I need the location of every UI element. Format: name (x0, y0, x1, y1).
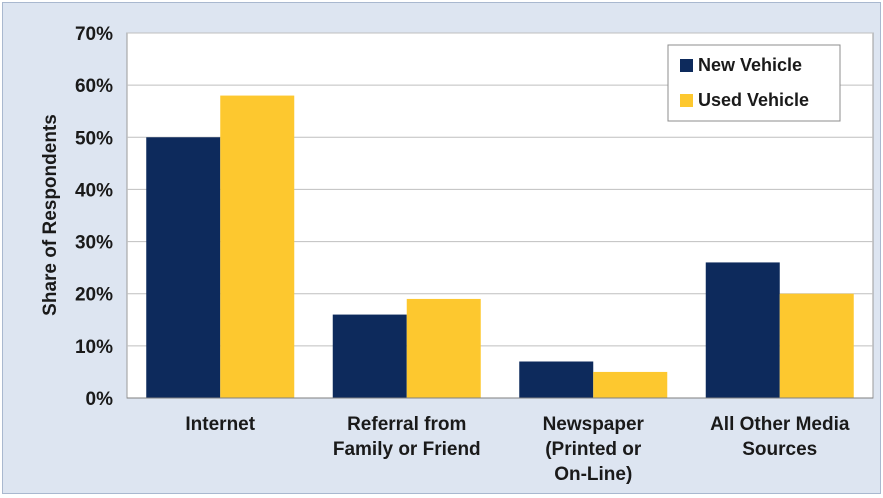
y-tick-label: 60% (75, 76, 113, 97)
y-tick-label: 10% (75, 337, 113, 358)
legend-box (667, 44, 841, 122)
x-tick-label: Referral from Family or Friend (333, 414, 481, 460)
x-tick-label: Newspaper (Printed or On-Line) (543, 414, 645, 485)
y-tick-label: 70% (75, 24, 113, 45)
legend-swatch-used-vehicle (680, 94, 693, 107)
bar-used-vehicle (406, 298, 481, 398)
y-tick-label: 30% (75, 233, 113, 254)
bar-new-vehicle (146, 137, 221, 399)
x-tick-labels: Internet Referral from Family or Friend New… (185, 414, 849, 485)
y-tick-labels: 0% 10% 20% 30% 40% 50% 60% 70% (75, 24, 113, 410)
bar-new-vehicle (332, 314, 407, 398)
bars (146, 95, 854, 399)
x-tick-label: All Other Media Sources (710, 414, 850, 460)
legend-label-used-vehicle: Used Vehicle (698, 90, 809, 110)
bar-used-vehicle (779, 293, 854, 398)
legend-swatch-new-vehicle (680, 59, 693, 72)
y-axis-label: Share of Respondents (40, 114, 61, 316)
y-tick-label: 40% (75, 180, 113, 201)
legend-label-new-vehicle: New Vehicle (698, 55, 802, 75)
x-tick-label: Internet (185, 414, 255, 435)
y-tick-label: 0% (86, 389, 114, 410)
bar-new-vehicle (705, 262, 780, 398)
legend: New Vehicle Used Vehicle (667, 44, 841, 122)
bar-used-vehicle (220, 95, 295, 399)
y-tick-label: 50% (75, 128, 113, 149)
bar-chart: 0% 10% 20% 30% 40% 50% 60% 70% Internet Referral… (40, 24, 874, 485)
bar-new-vehicle (519, 361, 594, 398)
y-tick-label: 20% (75, 285, 113, 306)
bar-used-vehicle (593, 371, 668, 398)
